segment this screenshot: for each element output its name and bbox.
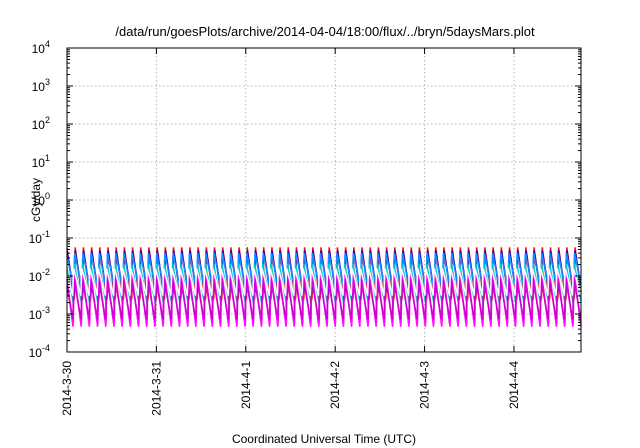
y-tick-exponent: 2 xyxy=(45,115,50,125)
y-tick-exponent: -3 xyxy=(42,305,50,315)
x-tick-label: 2014-4-2 xyxy=(328,361,342,409)
series-line xyxy=(66,252,582,291)
x-axis-label: Coordinated Universal Time (UTC) xyxy=(232,432,416,446)
y-tick-exponent: -1 xyxy=(42,229,50,239)
y-tick-label: 10-3 xyxy=(29,305,50,322)
y-tick-label: 100 xyxy=(32,191,50,208)
y-tick-label: 102 xyxy=(32,115,50,132)
series-line xyxy=(66,278,582,320)
x-tick-label: 2014-4-3 xyxy=(418,361,432,409)
series-layer xyxy=(66,247,582,327)
y-tick-label: 103 xyxy=(32,77,50,94)
y-tick-exponent: 3 xyxy=(45,77,50,87)
x-tick-label: 2014-4-1 xyxy=(239,361,253,409)
y-tick-exponent: -2 xyxy=(42,267,50,277)
chart-title: /data/run/goesPlots/archive/2014-04-04/1… xyxy=(115,24,535,39)
y-tick-label: 10-4 xyxy=(29,343,50,360)
x-tick-label: 2014-3-30 xyxy=(60,361,74,416)
series-line xyxy=(66,268,582,296)
y-tick-exponent: 0 xyxy=(45,191,50,201)
y-tick-exponent: 4 xyxy=(45,39,50,49)
x-tick-label: 2014-4-4 xyxy=(507,361,521,409)
y-tick-exponent: -4 xyxy=(42,343,50,353)
y-tick-label: 101 xyxy=(32,153,50,170)
y-tick-label: 104 xyxy=(32,39,50,56)
y-tick-label: 10-1 xyxy=(29,229,50,246)
y-axis-label: cGy/day xyxy=(29,178,43,222)
x-ticks: 2014-3-30 2014-3-31 2014-4-1 2014-4-2 2014-4… xyxy=(60,48,521,416)
x-tick-label: 2014-3-31 xyxy=(149,361,163,416)
grid xyxy=(67,48,581,352)
y-tick-exponent: 1 xyxy=(45,153,50,163)
y-tick-label: 10-2 xyxy=(29,267,50,284)
